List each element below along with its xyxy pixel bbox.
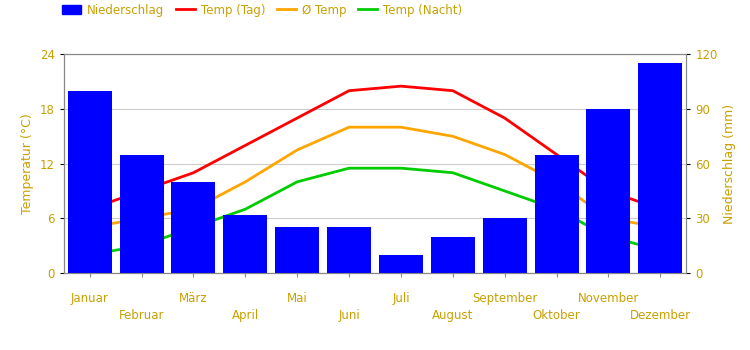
Bar (275, 228, 320, 273)
Bar (535, 154, 578, 273)
Bar (224, 215, 267, 273)
Text: September: September (472, 293, 537, 306)
Bar (172, 182, 215, 273)
Text: Dezember: Dezember (630, 309, 691, 322)
Bar (483, 218, 526, 273)
Bar (430, 237, 475, 273)
Text: Januar: Januar (70, 293, 109, 306)
Text: Oktober: Oktober (532, 309, 580, 322)
Legend: Niederschlag, Temp (Tag), Ø Temp, Temp (Nacht): Niederschlag, Temp (Tag), Ø Temp, Temp (… (57, 0, 467, 21)
Text: Juni: Juni (338, 309, 360, 322)
Bar (119, 154, 164, 273)
Text: November: November (578, 293, 639, 306)
Y-axis label: Temperatur (°C): Temperatur (°C) (21, 113, 34, 214)
Bar (327, 228, 371, 273)
Bar (586, 109, 631, 273)
Text: April: April (232, 309, 259, 322)
Text: Februar: Februar (118, 309, 164, 322)
Text: März: März (179, 293, 208, 306)
Bar (68, 91, 112, 273)
Bar (638, 63, 682, 273)
Text: Juli: Juli (392, 293, 410, 306)
Bar (379, 255, 423, 273)
Text: August: August (432, 309, 473, 322)
Text: Mai: Mai (286, 293, 308, 306)
Y-axis label: Niederschlag (mm): Niederschlag (mm) (723, 104, 736, 224)
